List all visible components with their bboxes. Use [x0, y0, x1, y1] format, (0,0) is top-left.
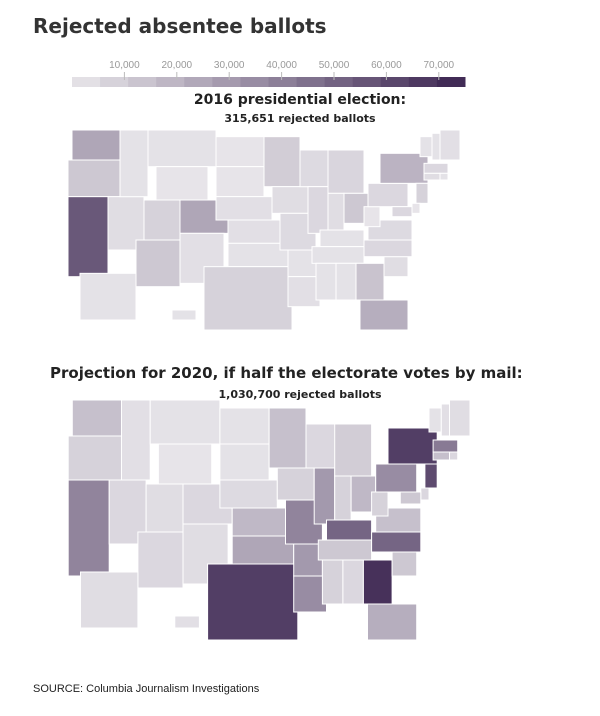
- state-pa: [375, 463, 418, 493]
- state-vt: [428, 407, 442, 433]
- state-tx: [203, 266, 293, 331]
- state-ok: [231, 535, 295, 565]
- state-ia: [271, 186, 309, 214]
- state-md: [399, 491, 422, 505]
- legend: 10,000 20,000 30,000 40,000 50,000 60,000 70,0…: [72, 60, 466, 87]
- state-me: [449, 399, 471, 437]
- source-note: SOURCE: Columbia Journalism Investigatio…: [33, 683, 260, 695]
- state-tx: [207, 563, 299, 641]
- state-al: [342, 559, 364, 605]
- state-il: [313, 467, 336, 525]
- state-wa: [71, 399, 123, 437]
- state-ak: [80, 571, 139, 629]
- legend-swatch: [296, 77, 326, 87]
- state-nj: [424, 463, 438, 489]
- state-mn: [268, 407, 307, 469]
- state-ny: [387, 427, 438, 465]
- legend-swatch: [72, 77, 101, 87]
- state-hi: [171, 309, 197, 321]
- legend-swatch: [100, 77, 129, 87]
- state-wy: [157, 443, 213, 485]
- legend-swatch: [352, 77, 382, 87]
- state-az: [137, 531, 184, 589]
- state-nj: [415, 182, 429, 204]
- state-me: [439, 129, 461, 161]
- legend-tick-label: 10,000: [109, 60, 140, 71]
- state-or: [67, 435, 122, 481]
- legend-tick-label: 20,000: [162, 60, 193, 71]
- state-mi: [334, 423, 373, 477]
- legend-swatch: [324, 77, 354, 87]
- state-ga: [355, 262, 385, 301]
- state-ri: [439, 172, 449, 181]
- state-ct: [432, 451, 451, 461]
- state-md: [391, 206, 413, 218]
- legend-swatch: [408, 77, 438, 87]
- chart-title: Rejected absentee ballots: [33, 14, 327, 38]
- legend-tick-label: 50,000: [319, 60, 350, 71]
- legend-swatch: [212, 77, 241, 87]
- state-ar: [293, 543, 323, 577]
- state-la: [293, 575, 328, 613]
- state-wv: [371, 491, 389, 517]
- state-nc: [371, 531, 422, 553]
- map1-subtitle: 315,651 rejected ballots: [224, 112, 376, 125]
- state-ak: [79, 272, 137, 321]
- legend-swatch: [240, 77, 269, 87]
- state-hi: [174, 615, 200, 629]
- legend-tick-label: 70,000: [424, 60, 455, 71]
- state-mt: [147, 129, 217, 168]
- legend-swatch: [184, 77, 213, 87]
- legend-swatch: [436, 77, 466, 87]
- state-wi: [305, 423, 340, 469]
- state-ny: [379, 152, 429, 184]
- legend-tick-label: 30,000: [214, 60, 245, 71]
- legend-tick-label: 40,000: [266, 60, 297, 71]
- state-fl: [367, 603, 418, 641]
- state-ia: [276, 467, 315, 501]
- state-ga: [362, 559, 393, 605]
- state-tn: [317, 539, 373, 561]
- state-ri: [449, 451, 459, 461]
- state-az: [135, 239, 181, 288]
- state-id: [121, 399, 151, 481]
- state-id: [119, 129, 149, 198]
- legend-swatch: [156, 77, 185, 87]
- legend-swatch: [380, 77, 410, 87]
- state-ms: [321, 559, 344, 605]
- state-ky: [326, 519, 373, 541]
- state-ma: [432, 439, 459, 453]
- state-nm: [182, 523, 229, 585]
- state-ut: [143, 199, 181, 241]
- state-ne: [219, 479, 278, 509]
- state-ut: [145, 483, 184, 533]
- state-sc: [391, 551, 418, 577]
- legend-swatch: [128, 77, 157, 87]
- state-fl: [359, 299, 409, 331]
- state-ca: [67, 479, 110, 577]
- state-mt: [149, 399, 221, 445]
- state-ks: [231, 507, 286, 537]
- legend-swatch: [268, 77, 298, 87]
- map2-subtitle: 1,030,700 rejected ballots: [218, 388, 382, 401]
- state-sd: [219, 443, 270, 481]
- state-in: [334, 475, 352, 521]
- legend-tick-label: 60,000: [371, 60, 402, 71]
- map1-title: 2016 presidential election:: [193, 92, 407, 108]
- state-nd: [215, 136, 265, 168]
- map2-title: Projection for 2020, if half the elector…: [50, 364, 523, 382]
- state-sd: [215, 166, 265, 198]
- state-de: [420, 487, 430, 501]
- state-nd: [219, 407, 270, 445]
- state-wi: [299, 149, 333, 188]
